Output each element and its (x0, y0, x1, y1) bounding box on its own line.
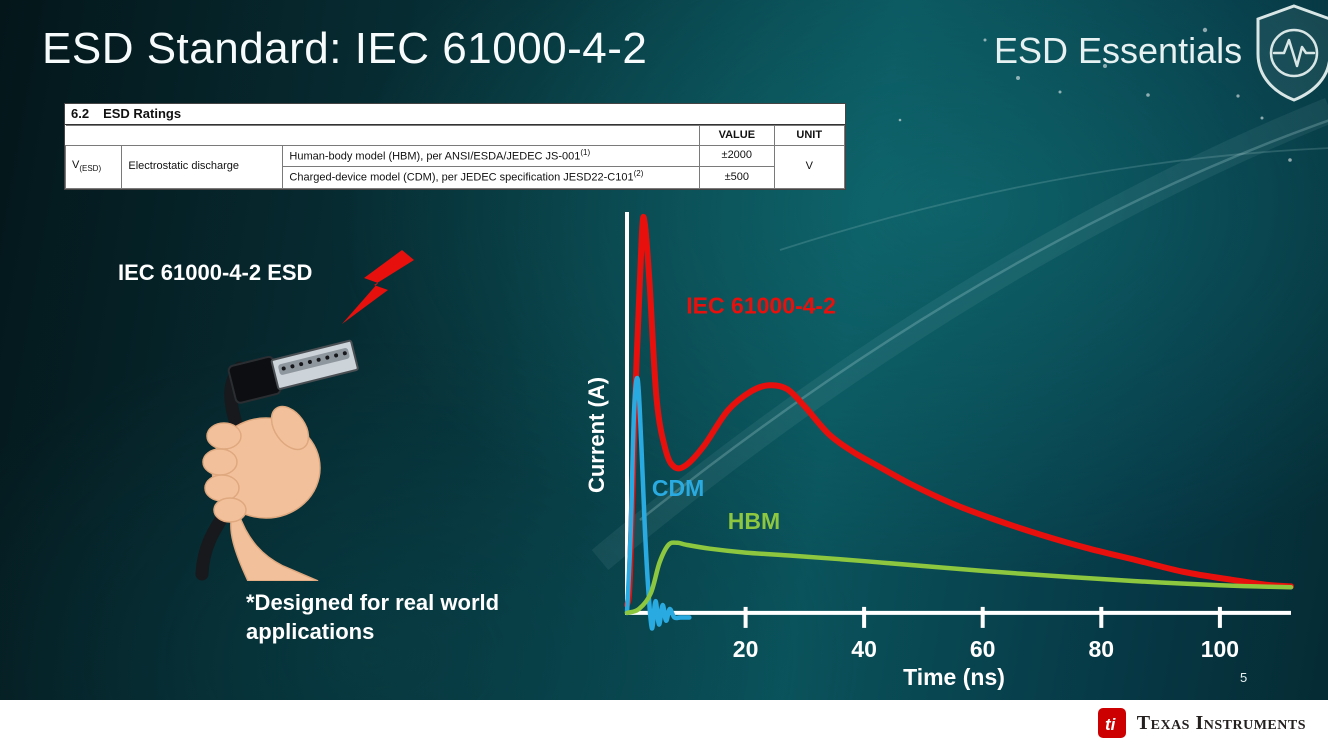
footnote-text: *Designed for real world applications (246, 590, 500, 645)
page-number: 5 (1240, 670, 1248, 685)
svg-text:ti: ti (1105, 715, 1117, 734)
svg-text:20: 20 (733, 636, 759, 662)
ratings-row-hbm-desc: Human-body model (HBM), per ANSI/ESDA/JE… (282, 144, 701, 168)
page-title: ESD Standard: IEC 61000-4-2 (42, 24, 648, 73)
ti-wordmark: Texas Instruments (1136, 711, 1306, 734)
ratings-parameter: Electrostatic discharge (121, 145, 284, 189)
ratings-unit: V (773, 145, 846, 189)
esd-ratings-card: 6.2 ESD Ratings VALUE UNIT V(ESD) Electr… (64, 103, 846, 190)
x-axis-label: Time (ns) (903, 664, 1005, 690)
ratings-section-title: ESD Ratings (103, 106, 182, 121)
ratings-row-hbm-value: ±2000 (699, 144, 775, 168)
iec-esd-caption: IEC 61000-4-2 ESD (118, 260, 313, 285)
shield-pulse-icon (1250, 2, 1328, 109)
ratings-symbol: V(ESD) (64, 145, 123, 189)
svg-text:HBM: HBM (728, 508, 780, 534)
ratings-row-cdm-value: ±500 (699, 166, 775, 189)
ratings-section-header: 6.2 ESD Ratings (65, 104, 845, 125)
svg-text:80: 80 (1089, 636, 1115, 662)
svg-text:IEC 61000-4-2: IEC 61000-4-2 (686, 292, 836, 318)
waveform-chart: 20 40 60 80 100 IEC 61000-4-2 CDM HBM Time (ns) (609, 208, 1299, 708)
ratings-col-value: VALUE (699, 125, 775, 146)
footer-bar: ti Texas Instruments (0, 700, 1328, 746)
svg-text:CDM: CDM (652, 475, 704, 501)
y-axis-label: Current (A) (584, 376, 609, 494)
ratings-section-number: 6.2 (71, 106, 90, 121)
ratings-col-unit: UNIT (773, 125, 846, 146)
ratings-row-cdm-desc: Charged-device model (CDM), per JEDEC sp… (282, 166, 701, 189)
svg-text:100: 100 (1201, 636, 1239, 662)
svg-text:60: 60 (970, 636, 996, 662)
ratings-table: VALUE UNIT V(ESD) Electrostatic discharg… (64, 125, 846, 189)
hand-hdmi-illustration (178, 316, 413, 586)
lightning-bolt-icon (336, 248, 418, 341)
ratings-header-blank (65, 125, 700, 146)
series-title: ESD Essentials (994, 30, 1243, 71)
svg-text:40: 40 (851, 636, 877, 662)
ti-logo-icon: ti (1097, 708, 1126, 738)
chart-canvas: 20 40 60 80 100 IEC 61000-4-2 CDM HBM (624, 212, 1294, 662)
